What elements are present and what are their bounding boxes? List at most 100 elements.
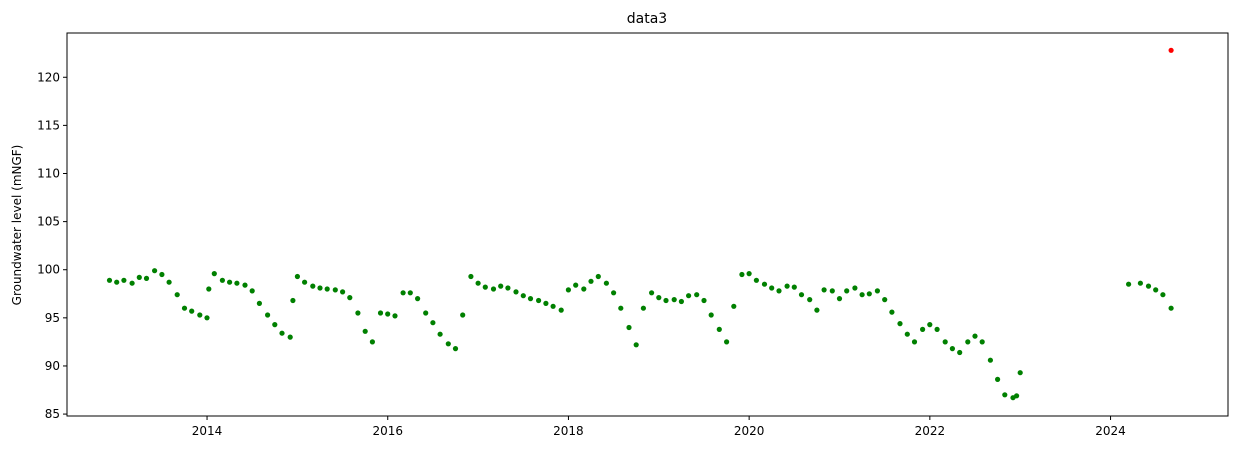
data-point [265, 312, 271, 318]
data-point [821, 287, 827, 293]
data-point [362, 328, 368, 334]
data-point [701, 297, 707, 304]
y-tick-label: 115 [37, 118, 60, 132]
x-axis: 2014 2016 2018 2020 2022 2024 [192, 416, 1126, 438]
data-point [290, 297, 296, 304]
data-point [911, 339, 918, 345]
data-point [332, 287, 338, 293]
data-point [468, 273, 474, 280]
series-1 [1168, 47, 1174, 53]
data-point [520, 293, 526, 299]
data-point [558, 307, 564, 313]
data-point [369, 339, 375, 345]
y-axis: 85 90 95 100 105 110 115 120 [37, 70, 67, 421]
data-point [129, 280, 135, 286]
data-point [769, 285, 775, 291]
data-point [1017, 370, 1023, 376]
data-point [392, 313, 398, 319]
data-point [859, 292, 865, 298]
data-point [121, 277, 127, 283]
data-point [965, 339, 971, 345]
chart-title: data3 [627, 11, 667, 27]
data-point [482, 284, 488, 290]
data-point [347, 295, 353, 301]
series-0 [106, 268, 1174, 401]
data-point [189, 308, 195, 314]
data-point [611, 290, 617, 296]
y-tick-label: 100 [37, 263, 60, 277]
data-point [174, 292, 180, 298]
data-point [385, 311, 391, 317]
data-point [498, 283, 504, 289]
data-point [595, 273, 601, 280]
data-point [1014, 393, 1020, 399]
data-point [143, 275, 150, 281]
data-point [430, 320, 436, 326]
data-point [400, 290, 406, 296]
data-point [106, 277, 113, 283]
data-point [852, 285, 858, 291]
data-point [234, 280, 240, 286]
data-point [904, 331, 910, 337]
data-point [256, 300, 262, 306]
plot-points [106, 47, 1174, 401]
data-point [671, 297, 677, 303]
data-point [882, 297, 888, 303]
x-tick-label: 2018 [553, 424, 584, 438]
data-point [618, 305, 624, 311]
data-point [227, 279, 233, 285]
data-point [889, 309, 895, 315]
data-point [957, 349, 963, 356]
data-point [279, 330, 285, 336]
data-point [317, 285, 323, 291]
data-point [874, 288, 881, 294]
data-point [686, 293, 692, 299]
y-axis-label: Groundwater level (mNGF) [10, 145, 24, 306]
data-point [475, 280, 481, 286]
data-point [987, 357, 994, 363]
data-point [1137, 280, 1143, 286]
data-point [829, 288, 835, 294]
data-point [1168, 305, 1174, 311]
data-point [407, 290, 413, 296]
data-point [942, 339, 948, 345]
data-point [565, 287, 572, 293]
data-point [437, 331, 443, 337]
data-point [490, 286, 497, 292]
data-point [897, 321, 903, 327]
data-point [204, 315, 210, 321]
data-point [166, 279, 172, 285]
data-point [272, 322, 278, 328]
data-point [739, 271, 745, 278]
data-point [920, 326, 926, 332]
data-point [663, 297, 669, 304]
y-tick-label: 110 [37, 166, 60, 180]
data-point [844, 288, 850, 294]
data-point [626, 324, 632, 331]
data-point [573, 282, 579, 288]
data-point [753, 277, 760, 283]
data-point [415, 296, 421, 302]
x-tick-label: 2014 [192, 424, 223, 438]
data-point [603, 280, 610, 286]
data-point [550, 303, 556, 309]
data-point [445, 341, 451, 347]
data-point [1002, 392, 1008, 398]
x-tick-label: 2016 [372, 424, 403, 438]
data-point [995, 376, 1001, 382]
data-point [1160, 292, 1166, 298]
data-point [836, 296, 843, 302]
data-point [159, 271, 165, 278]
data-point [678, 298, 685, 305]
data-point [324, 286, 330, 292]
data-point [798, 292, 805, 298]
data-point [656, 295, 662, 301]
data-point [513, 289, 519, 295]
data-point [197, 312, 203, 318]
data-point [761, 281, 768, 287]
data-point [1153, 287, 1159, 293]
data-point [287, 334, 293, 340]
data-point [972, 333, 978, 339]
y-tick-label: 120 [37, 70, 60, 84]
data-point [423, 310, 429, 316]
